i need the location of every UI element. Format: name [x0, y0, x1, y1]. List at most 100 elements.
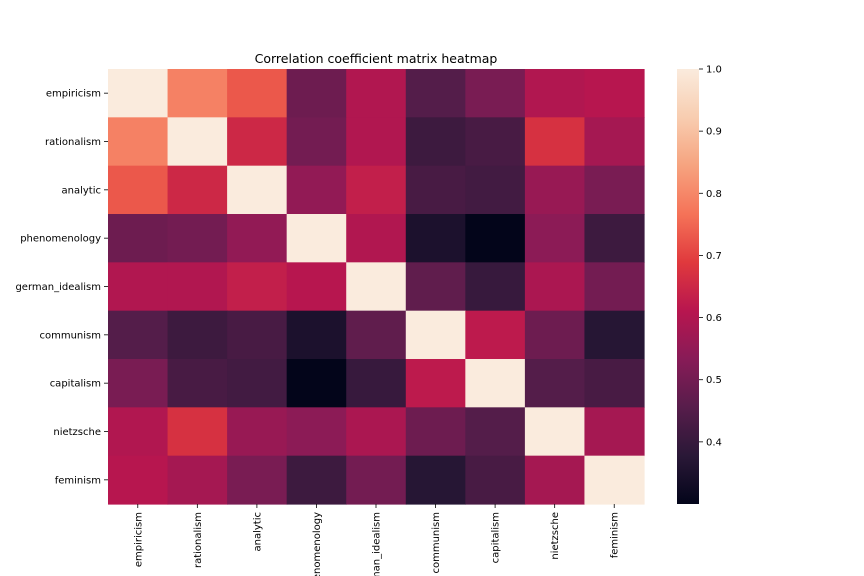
heatmap-cell-analytic-rationalism: [167, 165, 228, 215]
heatmap-cell-nietzsche-capitalism: [465, 407, 526, 457]
colorbar-tick-label: 0.8: [706, 189, 722, 200]
heatmap-cell-analytic-feminism: [584, 165, 645, 215]
heatmap-cell-nietzsche-nietzsche: [524, 407, 586, 457]
heatmap-cell-capitalism-capitalism: [465, 359, 526, 408]
heatmap-cell-nietzsche-rationalism: [167, 407, 228, 457]
heatmap-cell-capitalism-feminism: [584, 359, 645, 408]
heatmap-cell-nietzsche-feminism: [584, 407, 645, 457]
heatmap-cell-phenomenology-capitalism: [465, 214, 526, 263]
heatmap-cell-phenomenology-analytic: [227, 214, 288, 263]
x-tick-label-capitalism: capitalism: [491, 512, 502, 563]
heatmap-cell-communism-capitalism: [465, 310, 526, 360]
chart-title: Correlation coefficient matrix heatmap: [255, 51, 498, 66]
heatmap-cell-german_idealism-analytic: [227, 262, 288, 312]
heatmap-cell-rationalism-phenomenology: [286, 117, 347, 167]
heatmap-cell-analytic-nietzsche: [524, 165, 586, 215]
heatmap-cell-feminism-rationalism: [167, 455, 228, 505]
y-tick-label-empiricism: empiricism: [46, 89, 101, 100]
heatmap-cell-rationalism-empiricism: [108, 117, 169, 167]
heatmap-cell-nietzsche-analytic: [227, 407, 288, 457]
x-tick-label-communism: communism: [431, 512, 442, 574]
heatmap-cell-rationalism-analytic: [227, 117, 288, 167]
heatmap-cell-phenomenology-empiricism: [108, 214, 169, 263]
heatmap-cell-german_idealism-capitalism: [465, 262, 526, 312]
heatmap-cell-phenomenology-rationalism: [167, 214, 228, 263]
heatmap-cell-german_idealism-phenomenology: [286, 262, 347, 312]
y-tick-label-feminism: feminism: [55, 475, 101, 486]
heatmap-cell-empiricism-phenomenology: [286, 69, 347, 118]
heatmap-cell-feminism-analytic: [227, 455, 288, 505]
heatmap-cell-rationalism-capitalism: [465, 117, 526, 167]
heatmap-cell-capitalism-phenomenology: [286, 359, 347, 408]
x-tick-label-empiricism: empiricism: [133, 512, 144, 567]
colorbar-tick-label: 0.5: [706, 375, 722, 386]
heatmap-cell-rationalism-communism: [405, 117, 466, 167]
y-tick-label-communism: communism: [39, 330, 101, 341]
heatmap-cell-empiricism-feminism: [584, 69, 645, 118]
heatmap-cell-analytic-capitalism: [465, 165, 526, 215]
heatmap-cell-feminism-phenomenology: [286, 455, 347, 505]
heatmap-cell-empiricism-communism: [405, 69, 466, 118]
heatmap-cell-capitalism-nietzsche: [524, 359, 586, 408]
y-tick-label-capitalism: capitalism: [50, 379, 101, 390]
heatmap-cell-rationalism-nietzsche: [524, 117, 586, 167]
heatmap-cell-feminism-communism: [405, 455, 466, 505]
heatmap-cell-german_idealism-communism: [405, 262, 466, 312]
heatmap-cell-communism-empiricism: [108, 310, 169, 360]
heatmap-cell-nietzsche-german_idealism: [346, 407, 407, 457]
heatmap-cell-empiricism-analytic: [227, 69, 288, 118]
heatmap-cell-rationalism-rationalism: [167, 117, 228, 167]
x-tick-label-nietzsche: nietzsche: [550, 512, 561, 560]
heatmap-cell-communism-rationalism: [167, 310, 228, 360]
heatmap-cell-communism-communism: [405, 310, 466, 360]
y-tick-label-nietzsche: nietzsche: [53, 427, 101, 438]
y-tick-label-rationalism: rationalism: [45, 137, 101, 148]
heatmap-cell-phenomenology-feminism: [584, 214, 645, 263]
heatmap-cell-nietzsche-communism: [405, 407, 466, 457]
heatmap-cell-german_idealism-german_idealism: [346, 262, 407, 312]
heatmap-cell-phenomenology-nietzsche: [524, 214, 586, 263]
heatmap-cell-analytic-analytic: [227, 165, 288, 215]
colorbar-tick-label: 0.9: [706, 127, 722, 138]
colorbar-tick-label: 1.0: [706, 65, 722, 76]
heatmap-cell-phenomenology-phenomenology: [286, 214, 347, 263]
heatmap-cell-phenomenology-communism: [405, 214, 466, 263]
heatmap-cell-german_idealism-rationalism: [167, 262, 228, 312]
heatmap-cell-rationalism-german_idealism: [346, 117, 407, 167]
colorbar: 0.4 0.5 0.6 0.7 0.8 0.9 1.0: [677, 65, 722, 504]
x-tick-label-german_idealism: german_idealism: [372, 512, 383, 576]
heatmap-cell-capitalism-empiricism: [108, 359, 169, 408]
heatmap-cell-german_idealism-nietzsche: [524, 262, 586, 312]
heatmap-cell-feminism-german_idealism: [346, 455, 407, 505]
y-tick-label-analytic: analytic: [62, 185, 102, 196]
heatmap-cell-analytic-phenomenology: [286, 165, 347, 215]
x-tick-label-phenomenology: phenomenology: [312, 512, 323, 576]
heatmap-cells: [108, 69, 645, 505]
heatmap-cell-rationalism-feminism: [584, 117, 645, 167]
heatmap-cell-feminism-empiricism: [108, 455, 169, 505]
heatmap-cell-nietzsche-phenomenology: [286, 407, 347, 457]
heatmap-cell-feminism-capitalism: [465, 455, 526, 505]
heatmap-cell-analytic-german_idealism: [346, 165, 407, 215]
heatmap-cell-capitalism-analytic: [227, 359, 288, 408]
y-tick-label-phenomenology: phenomenology: [20, 234, 101, 245]
heatmap-cell-empiricism-nietzsche: [524, 69, 586, 118]
heatmap-cell-german_idealism-feminism: [584, 262, 645, 312]
colorbar-tick-label: 0.7: [706, 251, 722, 262]
y-tick-label-german_idealism: german_idealism: [15, 282, 101, 293]
heatmap-cell-analytic-communism: [405, 165, 466, 215]
heatmap-cell-communism-analytic: [227, 310, 288, 360]
heatmap-cell-empiricism-rationalism: [167, 69, 228, 118]
heatmap-cell-capitalism-german_idealism: [346, 359, 407, 408]
heatmap-cell-capitalism-communism: [405, 359, 466, 408]
colorbar-tick-label: 0.4: [706, 437, 722, 448]
x-tick-label-rationalism: rationalism: [193, 512, 204, 568]
heatmap-cell-nietzsche-empiricism: [108, 407, 169, 457]
colorbar-tick-label: 0.6: [706, 313, 722, 324]
heatmap-cell-communism-german_idealism: [346, 310, 407, 360]
heatmap-cell-german_idealism-empiricism: [108, 262, 169, 312]
heatmap-cell-feminism-feminism: [584, 455, 645, 505]
heatmap-cell-communism-phenomenology: [286, 310, 347, 360]
heatmap-cell-communism-nietzsche: [524, 310, 586, 360]
